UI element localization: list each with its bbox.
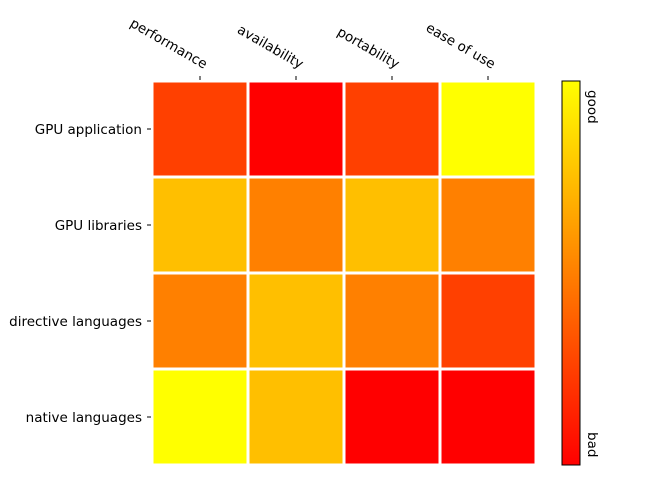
heatmap-cell	[153, 274, 247, 368]
heatmap-cell	[441, 82, 535, 176]
heatmap-cell	[249, 178, 343, 272]
heatmap-cell	[345, 82, 439, 176]
heatmap-cell	[345, 274, 439, 368]
colorbar-top-label: good	[584, 90, 600, 124]
colorbar-bottom-label: bad	[584, 432, 600, 457]
colorbar: good bad	[561, 80, 600, 466]
column-tick-label: performance	[127, 15, 210, 72]
heatmap-cell	[441, 178, 535, 272]
heatmap-cell	[345, 178, 439, 272]
column-ticks: performance availability portability ease o…	[127, 15, 498, 80]
heatmap-cell	[153, 82, 247, 176]
heatmap-cell	[249, 274, 343, 368]
heatmap-cell	[153, 370, 247, 464]
row-tick-label: GPU libraries	[55, 218, 142, 234]
row-ticks: GPU application GPU libraries directive la…	[9, 122, 151, 426]
heatmap-cell	[441, 274, 535, 368]
heatmap-cell	[345, 370, 439, 464]
row-tick-label: directive languages	[9, 314, 142, 330]
colorbar-gradient	[561, 80, 581, 466]
row-tick-label: GPU application	[35, 122, 142, 138]
row-tick-label: native languages	[26, 410, 142, 426]
column-tick-label: availability	[234, 22, 306, 73]
heatmap-cell	[153, 178, 247, 272]
column-tick-label: portability	[334, 24, 402, 72]
heatmap-cell	[249, 82, 343, 176]
heatmap-cell	[441, 370, 535, 464]
column-tick-label: ease of use	[423, 20, 498, 73]
heatmap-cell	[249, 370, 343, 464]
heatmap-cells	[153, 82, 535, 464]
